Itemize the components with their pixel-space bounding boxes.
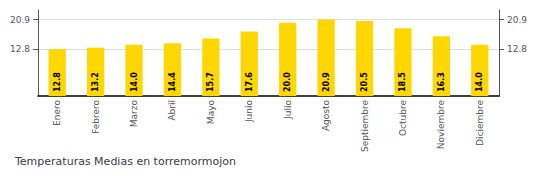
svg-text:15.7: 15.7 bbox=[206, 72, 215, 92]
svg-text:18.5: 18.5 bbox=[398, 72, 407, 92]
svg-text:Diciembre: Diciembre bbox=[475, 100, 485, 146]
svg-text:Agosto: Agosto bbox=[321, 100, 331, 132]
svg-text:Septiembre: Septiembre bbox=[360, 100, 370, 153]
svg-text:12.8: 12.8 bbox=[53, 72, 62, 92]
svg-text:Octubre: Octubre bbox=[398, 100, 408, 136]
svg-text:20.5: 20.5 bbox=[360, 72, 369, 92]
svg-text:14.4: 14.4 bbox=[168, 72, 177, 92]
svg-text:Mayo: Mayo bbox=[206, 100, 216, 125]
svg-text:16.3: 16.3 bbox=[437, 72, 446, 92]
svg-text:17.6: 17.6 bbox=[245, 72, 254, 92]
svg-text:Febrero: Febrero bbox=[91, 100, 101, 134]
svg-text:Julio: Julio bbox=[283, 100, 293, 120]
svg-text:Junio: Junio bbox=[244, 100, 254, 124]
svg-text:20.0: 20.0 bbox=[283, 72, 292, 92]
svg-text:Enero: Enero bbox=[52, 100, 62, 126]
svg-text:20.9: 20.9 bbox=[507, 15, 527, 25]
svg-text:14.0: 14.0 bbox=[130, 72, 139, 92]
svg-text:Temperaturas Medias en torremo: Temperaturas Medias en torremormojon bbox=[14, 155, 236, 168]
svg-text:12.8: 12.8 bbox=[507, 44, 527, 54]
svg-text:Marzo: Marzo bbox=[129, 100, 139, 128]
svg-text:Noviembre: Noviembre bbox=[436, 100, 446, 150]
svg-text:13.2: 13.2 bbox=[91, 72, 100, 92]
svg-text:20.9: 20.9 bbox=[10, 15, 30, 25]
svg-text:20.9: 20.9 bbox=[322, 72, 331, 92]
svg-text:Abril: Abril bbox=[167, 100, 177, 121]
svg-text:12.8: 12.8 bbox=[10, 44, 30, 54]
svg-text:14.0: 14.0 bbox=[475, 72, 484, 92]
